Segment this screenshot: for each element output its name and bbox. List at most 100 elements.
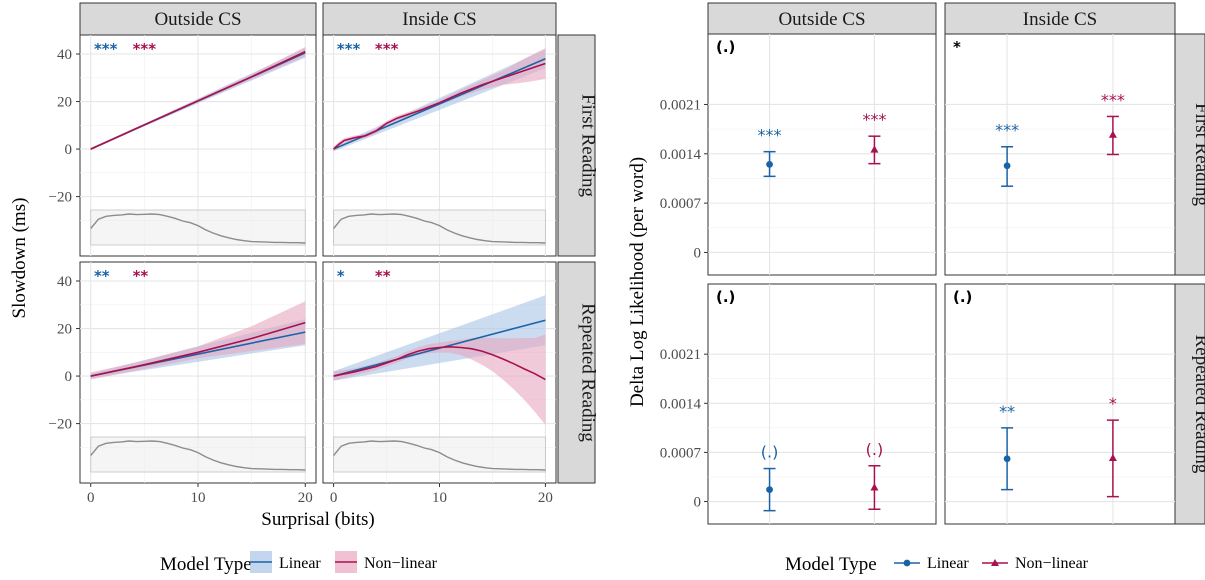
- left-column-strip-label-1: Inside CS: [402, 9, 476, 30]
- right-facet-corner-significance: (.): [953, 288, 972, 306]
- right-legend: Model Type Linear Non−linear: [785, 554, 1089, 575]
- nonlinear-point: [870, 145, 879, 153]
- left-facet-2: ** **: [79, 261, 317, 484]
- nonlinear-significance-label: **: [375, 267, 391, 285]
- linear-point: [766, 160, 773, 168]
- right-y-tick-label: 0.0014: [660, 396, 702, 412]
- right-y-tick-label: 0.0007: [660, 196, 702, 212]
- right-column-strip-label-0: Outside CS: [778, 9, 865, 30]
- left-density-curve: [90, 213, 306, 244]
- left-y-tick-label: 40: [57, 274, 72, 290]
- nonlinear-significance-label: ***: [375, 40, 399, 58]
- linear-significance-label: ***: [94, 40, 118, 58]
- right-facet-frame: [707, 33, 937, 276]
- legend-key-nonlinear-point: [991, 559, 999, 566]
- right-facet-3: (.)** *: [944, 283, 1176, 525]
- right-row-strip-label-1: Repeated Reading: [1191, 335, 1205, 474]
- right-facet-frame: [707, 283, 937, 525]
- nonlinear-fit-line: [90, 321, 306, 377]
- right-y-tick-label: 0.0021: [660, 97, 701, 113]
- nonlinear-ci-band: [333, 334, 546, 425]
- right-facet-corner-significance: (.): [716, 38, 735, 56]
- right-facet-frame: [944, 283, 1176, 525]
- linear-significance-label: ***: [337, 40, 361, 58]
- right-row-strip-1: [1174, 283, 1205, 525]
- left-legend: Model Type Linear Non−linear: [160, 551, 438, 575]
- nonlinear-ci-band: [333, 48, 546, 152]
- linear-point: [1003, 162, 1011, 170]
- right-facet-2: (.) (.) (.): [707, 283, 937, 525]
- left-row-strip-1: [557, 261, 596, 484]
- left-facet-0: *** ***: [79, 34, 317, 257]
- right-facet-frame: [944, 33, 1176, 276]
- left-y-tick-label: 0: [65, 369, 73, 385]
- nonlinear-fit-line: [90, 50, 306, 150]
- linear-significance-label: **: [999, 402, 1015, 421]
- left-density-curve: [90, 440, 306, 471]
- left-facet-1: *** ***: [322, 34, 557, 257]
- left-row-strip-0: [557, 34, 596, 257]
- linear-point: [1003, 455, 1011, 463]
- right-column-strip-label-1: Inside CS: [1023, 9, 1097, 30]
- nonlinear-point: [1108, 130, 1117, 138]
- nonlinear-significance-label: *: [1109, 394, 1117, 413]
- right-y-tick-label: 0: [694, 245, 702, 261]
- left-y-tick-label: 0: [65, 142, 73, 158]
- right-legend-title: Model Type: [785, 554, 877, 575]
- nonlinear-significance-label: ***: [1101, 90, 1125, 109]
- linear-significance-label: ***: [758, 126, 782, 145]
- linear-significance-label: ***: [995, 121, 1019, 140]
- left-y-tick-label: 20: [57, 322, 72, 338]
- right-y-tick-label: 0.0021: [660, 347, 701, 363]
- right-row-strip-0: [1174, 33, 1205, 276]
- left-row-strip-label-0: First Reading: [578, 94, 599, 197]
- left-density-box: [333, 209, 546, 246]
- right-facet-0: (.) *** ***: [707, 33, 937, 276]
- left-density-box: [90, 436, 306, 473]
- nonlinear-point: [870, 483, 879, 491]
- nonlinear-point: [1108, 453, 1117, 462]
- left-column-strip-0: [79, 2, 317, 36]
- legend-key-linear-point: [903, 559, 911, 567]
- left-facet-3: * **: [322, 261, 557, 484]
- left-density-box: [333, 436, 546, 473]
- linear-point: [766, 486, 773, 494]
- right-y-tick-label: 0.0014: [660, 147, 702, 163]
- nonlinear-significance-label: (.): [866, 440, 884, 459]
- right-y-tick-label: 0: [694, 495, 702, 511]
- left-x-tick-label: 20: [538, 490, 553, 506]
- left-column-strip-1: [322, 2, 557, 36]
- legend-label-nonlinear: Non−linear: [1015, 555, 1089, 572]
- legend-label-linear: Linear: [279, 555, 321, 572]
- left-density-curve: [333, 440, 546, 471]
- left-legend-title: Model Type: [160, 554, 252, 575]
- nonlinear-significance-label: ***: [133, 40, 157, 58]
- right-row-strip-label-0: First Reading: [1191, 103, 1205, 206]
- left-column-strip-label-0: Outside CS: [154, 9, 241, 30]
- left-density-curve: [333, 213, 546, 244]
- right-facet-1: *******: [944, 33, 1176, 276]
- left-y-tick-label: −20: [49, 190, 72, 206]
- linear-ci-band: [333, 295, 546, 381]
- nonlinear-fit-line: [333, 62, 546, 150]
- right-facet-corner-significance: *: [953, 38, 961, 56]
- left-y-axis-title: Slowdown (ms): [9, 198, 30, 319]
- nonlinear-significance-label: ***: [862, 110, 886, 129]
- linear-significance-label: (.): [761, 443, 779, 462]
- legend-label-linear: Linear: [927, 555, 969, 572]
- left-x-tick-label: 0: [87, 490, 95, 506]
- left-y-tick-label: −20: [49, 417, 72, 433]
- legend-label-nonlinear: Non−linear: [364, 555, 438, 572]
- linear-significance-label: **: [94, 267, 110, 285]
- left-row-strip-label-1: Repeated Reading: [578, 303, 599, 442]
- right-y-tick-label: 0.0007: [660, 445, 702, 461]
- nonlinear-significance-label: **: [133, 267, 149, 285]
- left-x-tick-label: 10: [432, 490, 447, 506]
- left-x-tick-label: 10: [191, 490, 206, 506]
- left-x-tick-label: 20: [298, 490, 313, 506]
- right-y-axis-title: Delta Log Likelihood (per word): [627, 157, 648, 407]
- nonlinear-fit-line: [333, 345, 546, 381]
- left-x-tick-label: 0: [330, 490, 338, 506]
- left-x-axis-title: Surprisal (bits): [261, 509, 374, 530]
